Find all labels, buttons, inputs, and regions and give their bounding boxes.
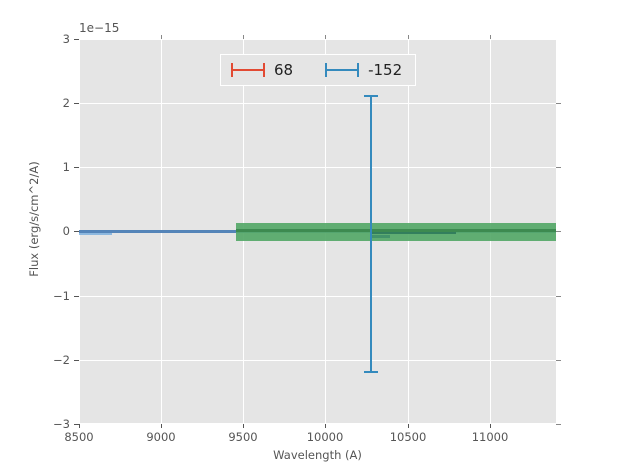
legend[interactable]: 68 -152 — [220, 54, 416, 86]
legend-entry-minus-152[interactable]: -152 — [315, 55, 402, 85]
tick-x-top — [243, 35, 244, 39]
y-axis-label: Flux (erg/s/cm^2/A) — [27, 161, 41, 277]
ticklabel-x: 8500 — [64, 430, 94, 444]
gridline-horizontal — [79, 167, 556, 168]
gridline-horizontal — [79, 103, 556, 104]
tick-x — [325, 424, 326, 428]
x-axis-label: Wavelength (A) — [273, 448, 362, 462]
ticklabel-y: −1 — [53, 289, 70, 303]
tick-x-top — [408, 35, 409, 39]
tick-y-right — [556, 103, 561, 104]
tick-y — [74, 296, 79, 297]
tick-x — [79, 424, 80, 428]
plot-area — [79, 39, 556, 424]
tick-y-right — [556, 424, 561, 425]
tick-x-top — [490, 35, 491, 39]
errorbar-blue-cap-top — [364, 95, 378, 97]
ticklabel-y: 3 — [62, 32, 70, 46]
tick-y — [74, 424, 79, 425]
gridline-horizontal — [79, 423, 556, 424]
errorbar-blue-line — [370, 96, 372, 373]
tick-x-top — [325, 35, 326, 39]
ticklabel-y: 1 — [62, 160, 70, 174]
tick-y-right — [556, 231, 561, 232]
ticklabel-y: −2 — [53, 353, 70, 367]
legend-label: 68 — [274, 61, 294, 79]
tick-x — [243, 424, 244, 428]
tick-y-right — [556, 360, 561, 361]
gridline-horizontal — [79, 360, 556, 361]
tick-y-right — [556, 296, 561, 297]
tick-y — [74, 360, 79, 361]
tick-y — [74, 167, 79, 168]
flux-band-center-line-green — [236, 229, 556, 232]
ticklabel-x: 9500 — [228, 430, 258, 444]
tick-x — [408, 424, 409, 428]
ticklabel-y: 2 — [62, 96, 70, 110]
gridline-horizontal — [79, 39, 556, 40]
ticklabel-y: 0 — [62, 224, 70, 238]
tick-y — [74, 231, 79, 232]
tick-y-right — [556, 167, 561, 168]
ticklabel-x: 10000 — [306, 430, 344, 444]
ticklabel-x: 10500 — [389, 430, 427, 444]
tick-x — [490, 424, 491, 428]
errorbar-marker-icon — [231, 61, 265, 79]
tick-y — [74, 103, 79, 104]
tick-x-top — [161, 35, 162, 39]
ticklabel-y: −3 — [53, 417, 70, 431]
errorbar-blue-cap-bottom — [364, 371, 378, 373]
errorbar-marker-icon — [325, 61, 360, 79]
ticklabel-x: 11000 — [471, 430, 509, 444]
series-error-shade-blue — [79, 233, 112, 235]
gridline-horizontal — [79, 296, 556, 297]
ticklabel-x: 9000 — [146, 430, 176, 444]
y-axis-offset-text: 1e−15 — [79, 21, 120, 35]
series-line-red — [370, 232, 456, 234]
legend-label: -152 — [368, 61, 403, 79]
tick-y — [74, 39, 79, 40]
tick-x — [161, 424, 162, 428]
legend-entry-68[interactable]: 68 — [221, 55, 293, 85]
series-error-shade-red — [370, 235, 390, 238]
